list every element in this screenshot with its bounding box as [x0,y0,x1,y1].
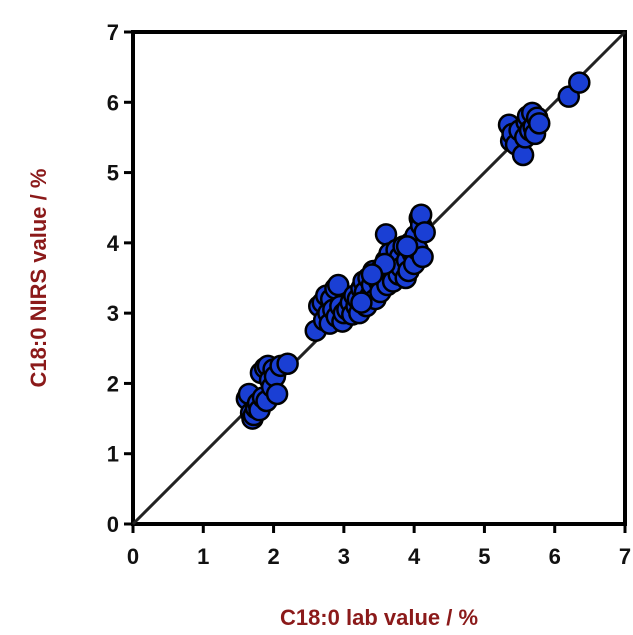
data-point [350,291,373,314]
x-tick-label: 1 [197,544,209,569]
x-tick-label: 5 [478,544,490,569]
x-axis-title: C18:0 lab value / % [280,605,478,630]
y-tick-label: 2 [107,371,119,396]
data-points [235,71,591,430]
data-point [265,382,289,406]
y-tick-label: 6 [107,90,119,115]
y-tick-label: 4 [107,231,120,256]
x-tick-label: 7 [619,544,631,569]
y-tick-label: 5 [107,161,119,186]
data-point [568,71,591,94]
data-point [528,112,551,135]
plot-frame [131,30,627,526]
x-tick-label: 3 [338,544,350,569]
x-tick-label: 6 [549,544,561,569]
data-point [326,273,350,297]
data-point [395,235,419,258]
axis-ticks: 0 1 2 3 4 5 6 7 0 1 2 3 4 5 6 7 [107,20,631,569]
data-point [360,263,384,286]
y-tick-label: 1 [107,442,119,467]
data-point [276,352,299,375]
x-tick-label: 4 [408,544,421,569]
x-tick-label: 2 [267,544,279,569]
y-axis-title: C18:0 NIRS value / % [26,169,51,388]
data-point [413,221,436,244]
data-point [411,245,434,269]
y-tick-label: 7 [107,20,119,45]
y-tick-label: 3 [107,301,119,326]
x-tick-label: 0 [127,544,139,569]
y-tick-label: 0 [107,512,119,537]
